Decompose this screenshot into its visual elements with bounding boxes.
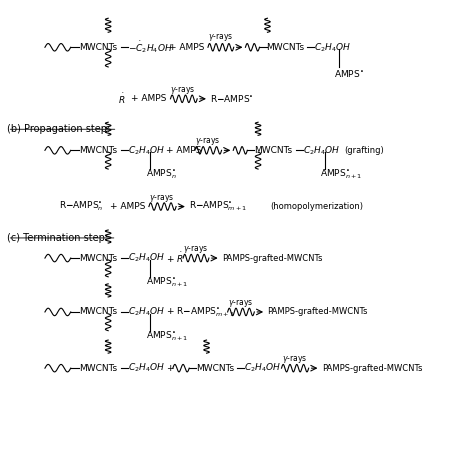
Text: MWCNTs: MWCNTs <box>79 43 117 52</box>
Text: AMPS$^{\bullet}_{n+1}$: AMPS$^{\bullet}_{n+1}$ <box>320 168 363 182</box>
Text: $\gamma$-rays: $\gamma$-rays <box>149 192 174 204</box>
Text: $\gamma$-rays: $\gamma$-rays <box>195 135 220 147</box>
Text: $C_2H_4OH$: $C_2H_4OH$ <box>302 144 340 156</box>
Text: PAMPS-grafted-MWCNTs: PAMPS-grafted-MWCNTs <box>322 364 422 373</box>
Text: + AMPS: + AMPS <box>109 202 145 211</box>
Text: $\gamma$-rays: $\gamma$-rays <box>208 31 233 43</box>
Text: MWCNTs: MWCNTs <box>266 43 305 52</box>
Text: MWCNTs: MWCNTs <box>79 254 117 263</box>
Text: AMPS$^{\bullet}_{n+1}$: AMPS$^{\bullet}_{n+1}$ <box>146 276 188 289</box>
Text: (b) Propagation step:: (b) Propagation step: <box>8 124 111 134</box>
Text: $C_2H_4OH$: $C_2H_4OH$ <box>128 306 165 318</box>
Text: R$\boldsymbol{-}$AMPS$^{\bullet}_n$: R$\boldsymbol{-}$AMPS$^{\bullet}_n$ <box>59 200 103 213</box>
Text: $\gamma$-rays: $\gamma$-rays <box>228 297 253 309</box>
Text: + $\dot{R}$: + $\dot{R}$ <box>166 251 183 265</box>
Text: (c) Termination step:: (c) Termination step: <box>8 233 109 243</box>
Text: + R$\boldsymbol{-}$AMPS$^{\bullet}_{m+1}$: + R$\boldsymbol{-}$AMPS$^{\bullet}_{m+1}… <box>166 305 235 319</box>
Text: (grafting): (grafting) <box>345 146 384 155</box>
Text: $C_2H_4OH$: $C_2H_4OH$ <box>128 144 165 156</box>
Text: AMPS$^{\bullet}_n$: AMPS$^{\bullet}_n$ <box>146 168 176 182</box>
Text: + AMPS: + AMPS <box>131 94 166 103</box>
Text: PAMPS-grafted-MWCNTs: PAMPS-grafted-MWCNTs <box>267 308 368 317</box>
Text: R$\boldsymbol{-}$AMPS$^{\bullet}$: R$\boldsymbol{-}$AMPS$^{\bullet}$ <box>210 93 254 104</box>
Text: + AMPS: + AMPS <box>169 43 204 52</box>
Text: AMPS$^{\bullet}$: AMPS$^{\bullet}$ <box>335 67 365 79</box>
Text: (homopolymerization): (homopolymerization) <box>270 202 363 211</box>
Text: MWCNTs: MWCNTs <box>79 308 117 317</box>
Text: MWCNTs: MWCNTs <box>196 364 234 373</box>
Text: $\gamma$-rays: $\gamma$-rays <box>282 353 307 365</box>
Text: $\dot{R}$: $\dot{R}$ <box>118 92 125 106</box>
Text: $\gamma$-rays: $\gamma$-rays <box>183 243 208 255</box>
Text: MWCNTs: MWCNTs <box>255 146 292 155</box>
Text: $C_2H_4OH$: $C_2H_4OH$ <box>244 362 281 374</box>
Text: +: + <box>166 364 173 373</box>
Text: AMPS$^{\bullet}_{n+1}$: AMPS$^{\bullet}_{n+1}$ <box>146 329 188 343</box>
Text: PAMPS-grafted-MWCNTs: PAMPS-grafted-MWCNTs <box>222 254 322 263</box>
Text: $-\dot{C}_2H_4OH$: $-\dot{C}_2H_4OH$ <box>128 39 173 55</box>
Text: MWCNTs: MWCNTs <box>79 364 117 373</box>
Text: R$\boldsymbol{-}$AMPS$^{\bullet}_{m+1}$: R$\boldsymbol{-}$AMPS$^{\bullet}_{m+1}$ <box>189 200 247 213</box>
Text: + AMPS: + AMPS <box>166 146 201 155</box>
Text: $C_2H_4OH$: $C_2H_4OH$ <box>128 252 165 264</box>
Text: $C_2H_4OH$: $C_2H_4OH$ <box>314 41 352 54</box>
Text: MWCNTs: MWCNTs <box>79 146 117 155</box>
Text: $\gamma$-rays: $\gamma$-rays <box>171 84 196 96</box>
Text: $C_2H_4OH$: $C_2H_4OH$ <box>128 362 165 374</box>
